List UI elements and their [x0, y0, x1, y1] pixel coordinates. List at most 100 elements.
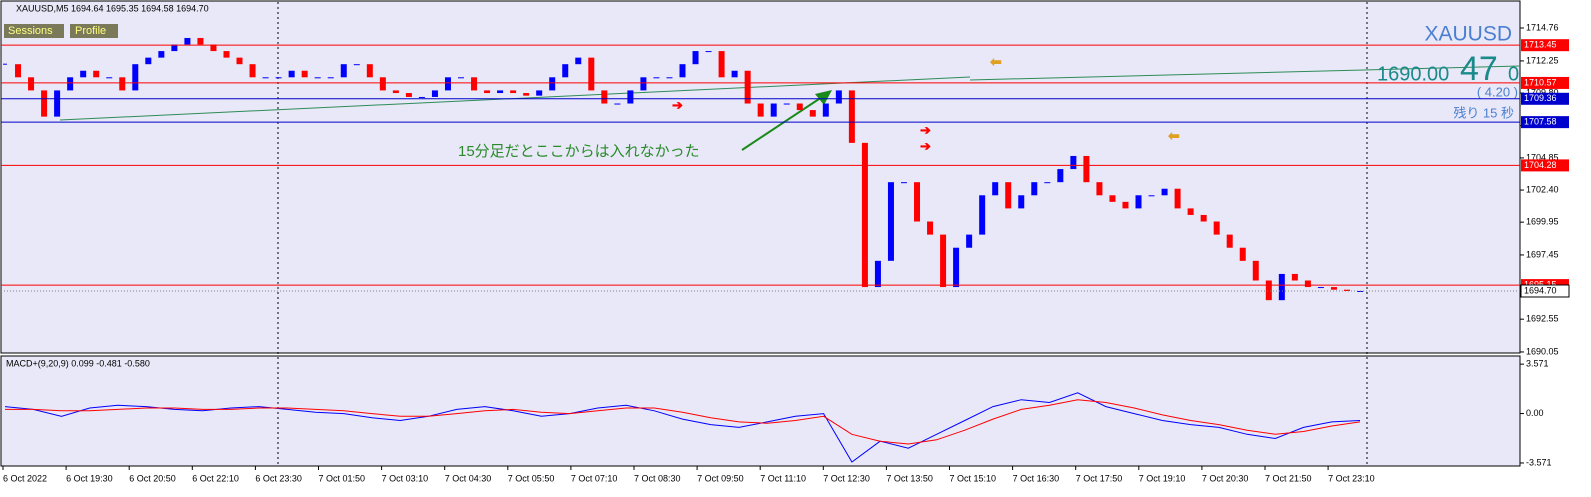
- candle: [953, 247, 960, 288]
- x-tick-label: 7 Oct 11:10: [760, 473, 806, 483]
- x-tick-label: 7 Oct 19:10: [1139, 473, 1186, 483]
- candle: [536, 90, 543, 96]
- candle: [1239, 247, 1246, 261]
- y-tick-label: 1702.40: [1526, 184, 1559, 194]
- candle: [54, 90, 61, 117]
- candle: [1122, 201, 1129, 209]
- button-bg[interactable]: [70, 24, 118, 38]
- candle: [900, 182, 907, 184]
- level-label-bg: [1521, 92, 1569, 105]
- y-tick-label: 1712.25: [1526, 55, 1559, 65]
- candle: [666, 77, 673, 79]
- candle: [718, 51, 725, 78]
- sessions-button[interactable]: Sessions: [8, 25, 53, 37]
- candle: [1265, 280, 1272, 301]
- candle: [1330, 287, 1337, 290]
- signal-arrow: ➔: [920, 138, 931, 153]
- candle: [640, 77, 647, 91]
- button-bg[interactable]: [4, 24, 64, 38]
- candle: [197, 37, 204, 45]
- signal-arrow: ⬅: [989, 54, 1002, 70]
- candle: [562, 64, 569, 78]
- level-label: 1695.15: [1524, 279, 1557, 289]
- candle: [809, 110, 816, 117]
- candle: [431, 90, 438, 97]
- candle: [405, 93, 412, 97]
- x-tick-label: 6 Oct 23:30: [255, 473, 302, 483]
- candle: [366, 64, 373, 78]
- candle: [132, 64, 139, 91]
- y-tick-label: 1699.95: [1526, 217, 1559, 227]
- candle: [41, 90, 48, 117]
- level-label-bg: [1521, 159, 1569, 172]
- x-tick-label: 6 Oct 19:30: [66, 473, 113, 483]
- candle: [1044, 182, 1051, 184]
- candle: [353, 64, 360, 66]
- candle: [588, 57, 595, 91]
- macd-panel: [0, 355, 1521, 467]
- macd-line: [5, 399, 1361, 445]
- candle: [1187, 208, 1194, 215]
- candle: [80, 70, 87, 78]
- candle: [523, 93, 530, 96]
- candle: [275, 77, 282, 79]
- level-label: 1710.57: [1524, 77, 1557, 87]
- candle: [1200, 214, 1207, 222]
- candle: [679, 64, 686, 78]
- level-label: 1713.45: [1524, 40, 1557, 50]
- candle: [1161, 188, 1168, 196]
- y-tick-label: 1714.76: [1526, 22, 1559, 32]
- quote-timer: 残り 15 秒: [1453, 105, 1514, 120]
- x-tick-label: 7 Oct 05:50: [508, 473, 555, 483]
- candle: [236, 57, 243, 65]
- candle: [497, 90, 504, 94]
- candle: [1070, 155, 1077, 170]
- x-tick-label: 7 Oct 03:10: [382, 473, 429, 483]
- candle: [106, 77, 113, 79]
- candle: [783, 103, 790, 105]
- candle: [822, 103, 829, 117]
- y-tick-label: 3.571: [1526, 359, 1549, 369]
- x-tick-label: 7 Oct 12:30: [823, 473, 870, 483]
- candle: [340, 64, 347, 78]
- candle: [770, 103, 777, 117]
- candle: [874, 260, 881, 288]
- current-price-label: 1694.70: [1524, 285, 1557, 295]
- candle: [914, 182, 921, 222]
- candle: [510, 90, 517, 94]
- y-tick-label: 0.00: [1526, 408, 1544, 418]
- candle: [614, 103, 621, 105]
- candle: [705, 51, 712, 53]
- candle: [223, 51, 230, 58]
- quote-symbol: XAUUSD: [1424, 23, 1512, 46]
- annotation: 15分足だとここからは入れなかった: [458, 143, 700, 160]
- current-price-bg: [1520, 284, 1570, 298]
- candle: [861, 142, 868, 288]
- candle: [392, 90, 399, 94]
- candle: [301, 70, 308, 78]
- candle: [249, 64, 256, 78]
- x-tick-label: 7 Oct 01:50: [319, 473, 366, 483]
- x-tick-label: 7 Oct 16:30: [1013, 473, 1060, 483]
- candle: [992, 182, 999, 196]
- candle: [692, 51, 699, 65]
- candle: [1109, 195, 1116, 202]
- macd-title: MACD+(9,20,9) 0.099 -0.481 -0.580: [6, 358, 150, 368]
- candle: [484, 90, 491, 94]
- candle: [458, 77, 465, 79]
- candle: [1135, 195, 1142, 209]
- candle: [327, 77, 334, 79]
- x-tick-label: 7 Oct 20:30: [1202, 473, 1249, 483]
- candle: [184, 37, 191, 45]
- candle: [288, 70, 295, 78]
- x-tick-label: 7 Oct 08:30: [634, 473, 681, 483]
- x-tick-label: 7 Oct 17:50: [1076, 473, 1123, 483]
- y-tick-label: 1690.05: [1526, 346, 1559, 356]
- candle: [171, 44, 178, 52]
- profile-button[interactable]: Profile: [75, 25, 106, 37]
- symbol-info: XAUUSD,M5 1694.64 1695.35 1694.58 1694.7…: [16, 3, 209, 13]
- y-tick-label: 1692.55: [1526, 314, 1559, 324]
- x-tick-label: 6 Oct 22:10: [192, 473, 239, 483]
- macd-line: [4, 392, 1361, 463]
- candle: [210, 44, 217, 52]
